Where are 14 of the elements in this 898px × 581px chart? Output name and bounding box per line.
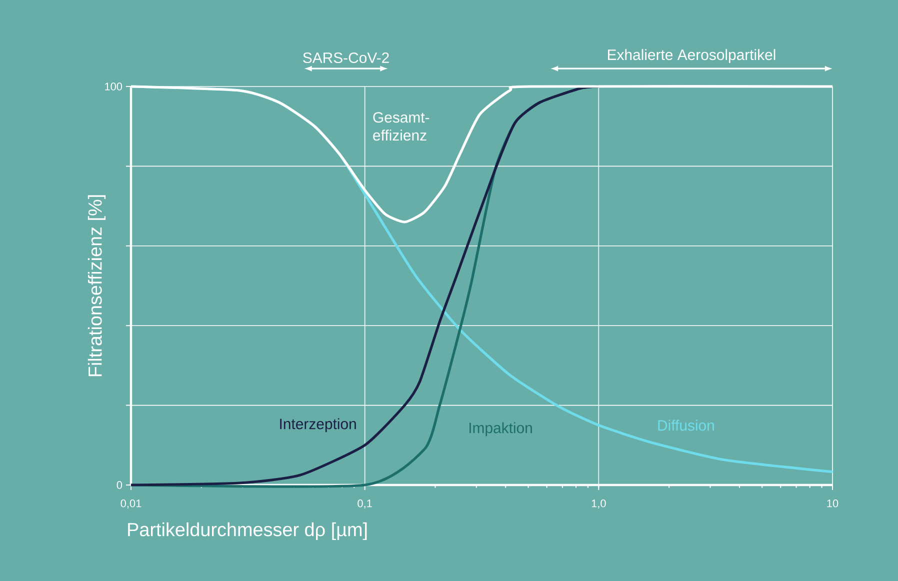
y-tick-label: 0 xyxy=(116,481,122,489)
series-label: Interzeption xyxy=(280,418,356,432)
x-axis-title: Partikeldurchmesser dρ [µm] xyxy=(128,522,367,540)
x-tick-label: 10 xyxy=(827,499,838,508)
text: Gesamt-effizienz xyxy=(373,112,430,141)
series-label: Diffusion xyxy=(658,420,714,431)
x-tick-label: 1,0 xyxy=(592,499,606,509)
text: Exhalierte Aerosolpartikel xyxy=(608,49,776,64)
text: Impaktion xyxy=(469,422,532,436)
text: SARS-CoV-2 xyxy=(303,52,389,64)
y-tick-label: 100 xyxy=(105,82,122,90)
x-tick-label: 0,01 xyxy=(120,499,142,509)
x-tick-label: 0,1 xyxy=(358,499,372,509)
y-axis-title: Filtrationseffizienz [%] xyxy=(88,195,106,376)
